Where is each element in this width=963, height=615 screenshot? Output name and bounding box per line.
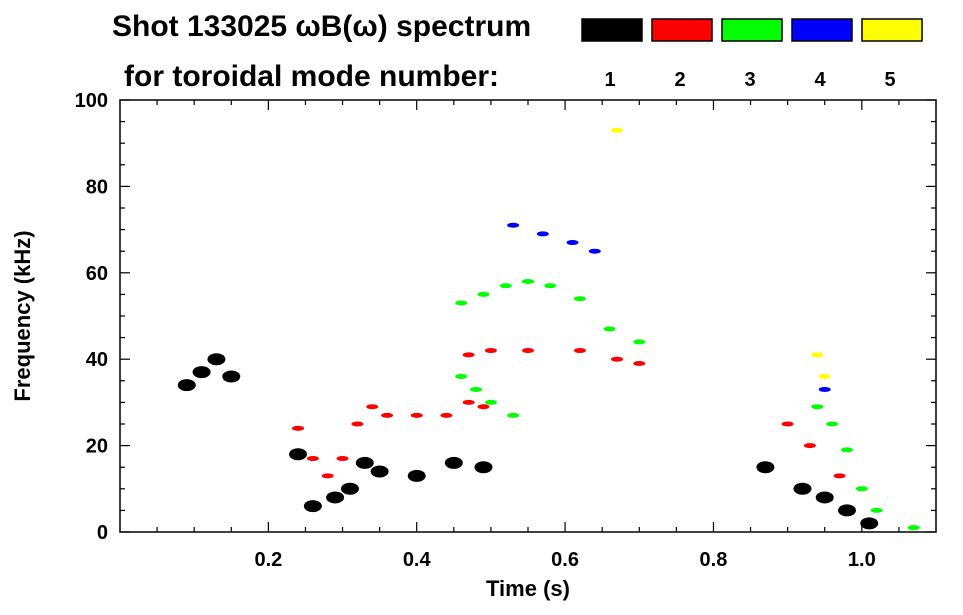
legend-swatch-5 [861, 18, 923, 42]
x-tick-label: 0.4 [403, 549, 432, 571]
legend-swatch-1 [581, 18, 643, 42]
legend-swatch-3 [721, 18, 783, 42]
chart-title-line2: for toroidal mode number: [124, 60, 499, 93]
x-axis-ticks: 0.2 0.4 0.6 0.8 1.0 [156, 100, 900, 571]
y-tick-label: 80 [86, 176, 108, 198]
legend: 1 2 3 4 5 [581, 18, 923, 91]
spectrum-point-n=3 [603, 326, 616, 332]
spectrum-marks [177, 127, 920, 531]
legend-label-4: 4 [814, 69, 826, 91]
spectrum-point-n=3 [870, 507, 883, 513]
y-tick-label: 100 [75, 90, 108, 112]
spectrum-point-n=3 [907, 525, 920, 531]
spectrum-point-n=3 [573, 296, 586, 302]
spectrum-point-n=3 [811, 404, 824, 410]
spectrum-point-n=3 [455, 373, 468, 379]
x-tick-label: 0.8 [700, 549, 728, 571]
spectrum-point-n=3 [470, 386, 483, 392]
spectrum-point-n=1 [326, 491, 345, 504]
spectrum-point-n=1 [177, 379, 196, 392]
spectrum-point-n=2 [292, 425, 305, 431]
spectrum-point-n=3 [484, 399, 497, 405]
y-tick-label: 0 [97, 522, 108, 544]
spectrum-point-n=1 [793, 482, 812, 495]
x-axis-title: Time (s) [486, 576, 570, 601]
legend-label-1: 1 [604, 69, 615, 91]
spectrum-point-n=2 [306, 456, 319, 462]
spectrum-point-n=1 [207, 353, 226, 366]
spectrum-point-n=1 [837, 504, 856, 517]
spectrum-point-n=1 [756, 461, 775, 474]
legend-label-2: 2 [674, 69, 685, 91]
spectrum-point-n=4 [507, 222, 520, 228]
legend-label-3: 3 [744, 69, 755, 91]
spectrum-point-n=1 [289, 448, 308, 461]
spectrum-point-n=3 [840, 447, 853, 453]
spectrum-point-n=2 [477, 404, 490, 410]
spectrum-point-n=2 [781, 421, 794, 427]
spectrum-point-n=3 [499, 283, 512, 289]
spectrum-point-n=3 [507, 412, 520, 418]
y-tick-label: 20 [86, 436, 108, 458]
spectrum-point-n=2 [803, 443, 816, 449]
spectrum-point-n=3 [855, 486, 868, 492]
x-tick-label: 1.0 [848, 549, 876, 571]
spectrum-point-n=2 [336, 456, 349, 462]
spectrum-point-n=2 [611, 356, 624, 362]
spectrum-point-n=1 [340, 482, 359, 495]
spectrum-point-n=4 [588, 248, 601, 254]
spectrum-point-n=2 [410, 412, 423, 418]
spectrum-point-n=2 [351, 421, 364, 427]
chart-title-line1: Shot 133025 ωB(ω) spectrum [112, 10, 531, 43]
spectrum-point-n=2 [522, 348, 534, 354]
spectrum-point-n=2 [321, 473, 334, 479]
spectrum-point-n=2 [462, 399, 475, 405]
y-axis-ticks: 0 20 40 60 80 100 [75, 90, 936, 544]
plot-frame [119, 99, 937, 533]
spectrum-point-n=1 [303, 500, 322, 513]
spectrum-point-n=4 [566, 240, 579, 246]
spectrum-point-n=5 [611, 127, 624, 133]
spectrum-point-n=4 [536, 231, 549, 237]
spectrum-point-n=1 [815, 491, 834, 504]
legend-swatch-4 [791, 18, 853, 42]
spectrum-point-n=2 [484, 348, 497, 354]
spectrum-point-n=1 [444, 456, 463, 469]
spectrum-point-n=1 [370, 465, 389, 478]
y-tick-label: 40 [86, 349, 108, 371]
legend-label-5: 5 [884, 69, 895, 91]
spectrum-point-n=2 [366, 404, 379, 410]
spectrum-point-n=5 [818, 373, 831, 379]
spectrum-point-n=2 [381, 412, 394, 418]
spectrum-point-n=1 [192, 366, 211, 379]
spectrum-point-n=1 [222, 370, 241, 383]
spectrum-point-n=3 [633, 339, 646, 345]
spectrum-point-n=1 [355, 456, 374, 469]
spectrum-point-n=2 [440, 412, 453, 418]
spectrum-point-n=1 [407, 469, 426, 482]
x-tick-label: 0.2 [254, 549, 282, 571]
y-axis-title: Frequency (kHz) [10, 230, 35, 401]
spectrum-point-n=2 [833, 473, 846, 479]
spectrum-point-n=3 [522, 278, 534, 284]
y-tick-label: 60 [86, 263, 108, 285]
spectrum-point-n=1 [474, 461, 493, 474]
spectrum-point-n=3 [477, 291, 490, 297]
spectrum-point-n=3 [826, 421, 839, 427]
spectrum-point-n=5 [811, 352, 824, 358]
spectrum-point-n=2 [633, 361, 646, 367]
spectrum-point-n=1 [860, 517, 879, 530]
x-tick-label: 0.6 [551, 549, 579, 571]
legend-swatch-2 [651, 18, 713, 42]
spectrum-point-n=3 [455, 300, 468, 306]
spectrum-point-n=4 [818, 386, 831, 392]
spectrum-point-n=2 [462, 352, 475, 358]
spectrum-point-n=3 [544, 283, 557, 289]
spectrum-point-n=2 [573, 348, 586, 354]
